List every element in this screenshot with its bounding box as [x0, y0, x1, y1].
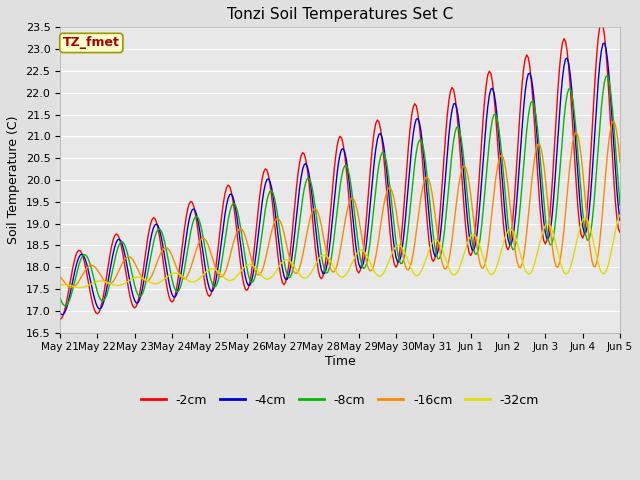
- -16cm: [396, 228, 403, 234]
- -4cm: [396, 259, 403, 264]
- -8cm: [604, 73, 611, 79]
- -4cm: [600, 40, 608, 46]
- -2cm: [406, 126, 414, 132]
- -2cm: [161, 267, 168, 273]
- -4cm: [616, 217, 624, 223]
- -16cm: [377, 224, 385, 229]
- -16cm: [67, 285, 75, 290]
- -32cm: [76, 285, 84, 290]
- Text: TZ_fmet: TZ_fmet: [63, 36, 120, 49]
- -32cm: [56, 282, 64, 288]
- -32cm: [549, 231, 557, 237]
- Line: -4cm: -4cm: [60, 43, 620, 315]
- -16cm: [74, 281, 81, 287]
- -2cm: [72, 253, 79, 259]
- Y-axis label: Soil Temperature (C): Soil Temperature (C): [7, 116, 20, 244]
- -8cm: [549, 236, 557, 241]
- -2cm: [616, 229, 624, 235]
- -32cm: [377, 273, 385, 279]
- Line: -2cm: -2cm: [60, 23, 620, 320]
- -2cm: [598, 20, 605, 25]
- -32cm: [72, 284, 79, 290]
- -4cm: [377, 131, 385, 136]
- -4cm: [56, 310, 64, 316]
- -4cm: [58, 312, 65, 318]
- X-axis label: Time: Time: [324, 355, 355, 368]
- -16cm: [56, 274, 64, 279]
- -16cm: [408, 259, 415, 264]
- Line: -8cm: -8cm: [60, 76, 620, 306]
- Title: Tonzi Soil Temperatures Set C: Tonzi Soil Temperatures Set C: [227, 7, 453, 22]
- -32cm: [162, 275, 170, 281]
- -16cm: [162, 245, 170, 251]
- -2cm: [548, 191, 556, 196]
- -32cm: [408, 267, 415, 273]
- Legend: -2cm, -4cm, -8cm, -16cm, -32cm: -2cm, -4cm, -8cm, -16cm, -32cm: [136, 389, 544, 412]
- -8cm: [616, 203, 624, 208]
- -16cm: [610, 118, 618, 124]
- -4cm: [549, 202, 557, 207]
- -4cm: [408, 145, 415, 151]
- -8cm: [377, 154, 385, 160]
- -8cm: [61, 303, 68, 309]
- -2cm: [375, 119, 383, 125]
- -8cm: [408, 191, 415, 196]
- -8cm: [396, 257, 403, 263]
- -2cm: [56, 317, 64, 323]
- -8cm: [162, 245, 170, 251]
- -8cm: [56, 295, 64, 301]
- -4cm: [162, 261, 170, 267]
- -16cm: [549, 250, 557, 256]
- -16cm: [616, 159, 624, 165]
- -2cm: [394, 262, 401, 267]
- -32cm: [396, 242, 403, 248]
- -4cm: [74, 259, 81, 265]
- -32cm: [616, 212, 624, 217]
- Line: -32cm: -32cm: [60, 215, 620, 288]
- -8cm: [74, 268, 81, 274]
- Line: -16cm: -16cm: [60, 121, 620, 288]
